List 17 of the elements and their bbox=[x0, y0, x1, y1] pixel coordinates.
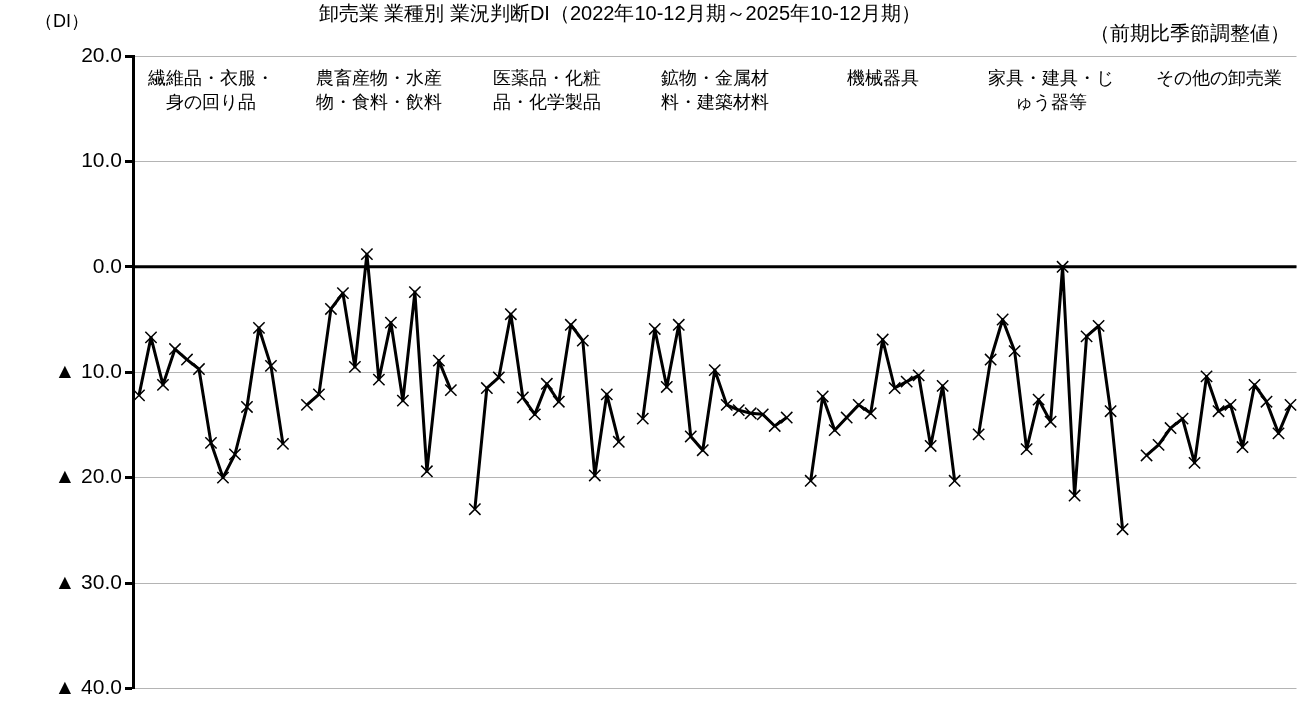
chart-title: 卸売業 業種別 業況判断DI（2022年10-12月期～2025年10-12月期） bbox=[318, 1, 922, 24]
y-tick-label: ▲ 40.0 bbox=[54, 675, 122, 699]
annotation: 医薬品・化粧品・化学製品 bbox=[491, 67, 602, 114]
y-tick-label: 0.0 bbox=[92, 253, 122, 277]
annotation: 繊維品・衣服・身の回り品 bbox=[146, 67, 275, 114]
chart-subtitle: （前期比季節調整値） bbox=[1090, 21, 1290, 44]
annotation: 機械器具 bbox=[845, 67, 920, 90]
annotation: 農畜産物・水産物・食料・飲料 bbox=[314, 67, 443, 114]
annotation: その他の卸売業 bbox=[1154, 67, 1283, 90]
annotation: 家具・建具・じゅう器等 bbox=[986, 67, 1115, 114]
y-tick-label: 20.0 bbox=[81, 42, 122, 66]
y-tick-label: 10.0 bbox=[81, 148, 122, 172]
y-axis-title: （DI） bbox=[35, 10, 89, 31]
y-tick-label: ▲ 30.0 bbox=[54, 569, 122, 593]
annotation: 鉱物・金属材料・建築材料 bbox=[659, 67, 770, 114]
y-tick-label: ▲ 20.0 bbox=[54, 464, 122, 488]
y-tick-label: ▲ 10.0 bbox=[54, 359, 122, 382]
